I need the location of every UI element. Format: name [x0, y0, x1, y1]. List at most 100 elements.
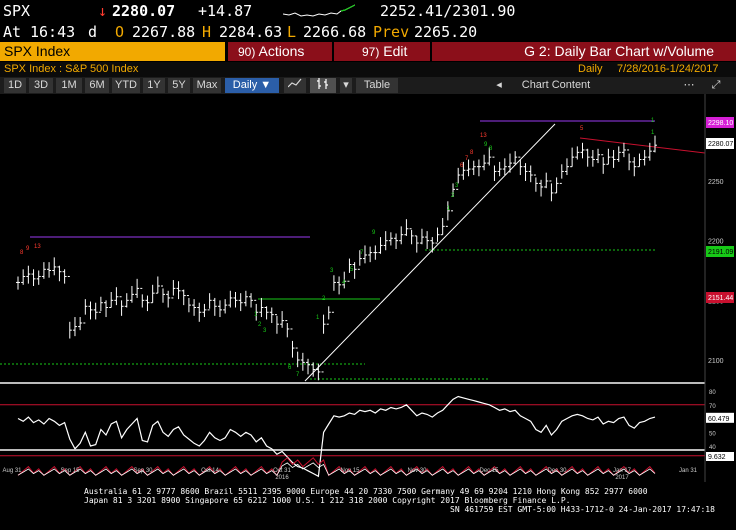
actions-menu-button[interactable]: 90) Actions — [228, 42, 332, 61]
red-trend-line — [579, 137, 706, 154]
x-axis-label: Jan 17 — [613, 468, 632, 474]
x-axis-label: Dec 30 — [547, 468, 567, 474]
sequence-count-label: 7 — [465, 156, 469, 162]
range-3d-button[interactable]: 3D — [29, 78, 53, 93]
rsi-tick-label: 40 — [709, 445, 716, 451]
high-value: 2284.63 — [219, 23, 283, 41]
security-info-bar: SPX Index : S&P 500 Index Daily 7/28/201… — [0, 62, 736, 77]
prev-label: Prev — [373, 23, 410, 41]
prev-value: 2265.20 — [414, 23, 478, 41]
open-value: 2267.88 — [132, 23, 196, 41]
table-label: Table — [363, 79, 391, 91]
chart-content-caret-icon[interactable]: ◂ — [496, 79, 502, 91]
x-axis-label: Nov 30 — [407, 468, 427, 474]
price-change: +14.87 — [198, 2, 253, 20]
sequence-count-label: 3 — [455, 183, 459, 189]
sequence-count-label: 1 — [254, 312, 258, 318]
bar-chart-type-icon[interactable] — [310, 78, 336, 93]
sequence-count-label: 1 — [316, 315, 320, 321]
range-1d-button[interactable]: 1D — [4, 78, 26, 93]
security-description: SPX Index : S&P 500 Index — [4, 63, 139, 75]
sequence-count-label: 1 — [447, 206, 451, 212]
rsi-tick-label: 70 — [709, 404, 716, 410]
low-value: 2266.68 — [303, 23, 367, 41]
range-max-button[interactable]: Max — [193, 78, 221, 93]
rsi-tick-label: 80 — [709, 390, 716, 396]
table-button[interactable]: Table — [356, 78, 398, 93]
delay-flag: d — [88, 23, 98, 41]
range-1y-button[interactable]: 1Y — [143, 78, 165, 93]
chart-toolbar: 1D 3D 1M 6M YTD 1Y 5Y Max Daily ▼ ▾ Tabl… — [0, 77, 736, 94]
sequence-count-label: 1 — [651, 130, 655, 136]
price-flag-label: 2191.09 — [708, 249, 733, 256]
menu-bar: SPX Index 90) Actions 97) Edit G 2: Dail… — [0, 42, 736, 62]
price-flag-label: 2280.07 — [708, 141, 733, 148]
chart-area: 13 9 8 8 7 6 3 2 1 9 7 5 4 3 2 1 1 2 3 6 7 5 1 1 8 9 13 2250 2200 21… — [0, 94, 736, 484]
sequence-count-label: 2 — [451, 193, 455, 199]
security-title-tab[interactable]: SPX Index — [0, 42, 225, 61]
price-flag-box — [706, 292, 734, 303]
down-arrow-icon: ↓ — [98, 2, 108, 20]
sequence-count-label: 6 — [460, 163, 464, 169]
price-flag-label: 2298.10 — [708, 120, 733, 127]
sequence-count-label: 2 — [258, 322, 262, 328]
date-range: 7/28/2016-1/24/2017 — [617, 63, 719, 75]
sequence-count-label: 8 — [489, 146, 493, 152]
sequence-count-label: 2 — [322, 296, 326, 302]
chart-title-tab[interactable]: G 2: Daily Bar Chart w/Volume — [432, 42, 736, 61]
quote-bar-top: SPX ↓ 2280.07 +14.87 2252.41/2301.90 — [0, 0, 736, 22]
year-label: 2016 — [275, 475, 289, 481]
x-axis-label: Sep 30 — [133, 468, 153, 474]
rsi-line — [17, 395, 656, 478]
price-flag-box — [706, 138, 734, 149]
x-axis-label: Oct 31 — [273, 468, 291, 474]
year-label: 2017 — [615, 475, 629, 481]
chart-content-button[interactable]: Chart Content — [508, 78, 604, 93]
range-1m-button[interactable]: 1M — [56, 78, 82, 93]
sequence-count-label: 13 — [34, 244, 41, 250]
range-5y-button[interactable]: 5Y — [168, 78, 190, 93]
x-axis-label: Aug 31 — [2, 468, 22, 474]
range-6m-button[interactable]: 6M — [85, 78, 109, 93]
at-label: At — [3, 23, 22, 41]
volume-last-label: 9.632 — [708, 454, 726, 461]
period-label: Daily — [578, 63, 603, 75]
sequence-count-label: 7 — [296, 372, 300, 378]
line-chart-icon[interactable] — [284, 78, 306, 93]
volume-last-box — [706, 452, 734, 461]
expand-icon[interactable]: ⤢ — [711, 79, 721, 91]
sequence-count-label: 6 — [288, 365, 292, 371]
chart-type-dropdown-icon[interactable]: ▾ — [340, 78, 352, 93]
uptrend-line — [304, 123, 556, 382]
sequence-count-label: 5 — [350, 267, 354, 273]
period-dropdown[interactable]: Daily ▼ — [225, 78, 279, 93]
rsi-tick-label: 50 — [709, 431, 716, 437]
price-flag-box — [706, 246, 734, 257]
footer-line-2: Japan 81 3 3201 8900 Singapore 65 6212 1… — [84, 496, 571, 505]
x-axis-label: Jan 31 — [679, 468, 698, 474]
rsi-last-label: 60.479 — [708, 416, 730, 423]
quote-bar-bottom: At 16:43 d O 2267.88 H 2284.63 L 2266.68… — [0, 22, 736, 42]
sequence-count-label: 13 — [480, 133, 487, 139]
more-options-icon[interactable]: ⋯ — [683, 79, 695, 91]
sequence-count-label: 9 — [372, 230, 376, 236]
intraday-sparkline-icon — [283, 4, 355, 17]
x-axis-label: Sep 15 — [60, 468, 80, 474]
price-tick-label: 2100 — [708, 358, 724, 365]
sequence-count-label: 9 — [484, 142, 488, 148]
sequence-count-label: 1 — [651, 118, 655, 124]
open-label: O — [115, 23, 125, 41]
edit-menu-button[interactable]: 97) Edit — [334, 42, 430, 61]
last-price: 2280.07 — [112, 2, 176, 20]
sequence-count-label: 5 — [580, 126, 584, 132]
price-flag-box — [706, 117, 734, 128]
sequence-count-label: 4 — [342, 280, 346, 286]
sequence-count-label: 3 — [330, 268, 334, 274]
rsi-last-box — [706, 412, 734, 423]
sequence-count-label: 7 — [360, 250, 364, 256]
sequence-count-label: 8 — [470, 150, 474, 156]
range-ytd-button[interactable]: YTD — [112, 78, 140, 93]
edit-label: Edit — [383, 43, 408, 59]
price-panel — [0, 94, 704, 382]
